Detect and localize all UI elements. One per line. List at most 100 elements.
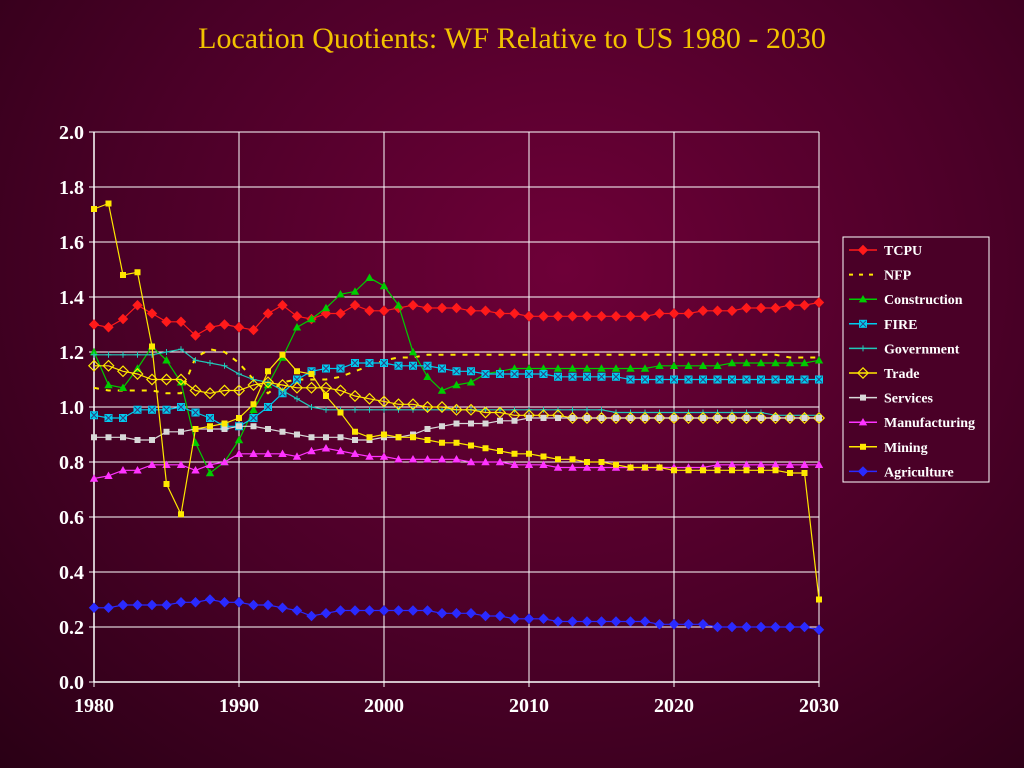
point-government — [221, 362, 228, 369]
legend: TCPU NFP Construction FIRE Government Trade Se… — [842, 236, 990, 483]
point-manufacturing — [321, 444, 331, 452]
legend-entry-agriculture: Agriculture — [849, 465, 954, 480]
point-tcpu — [291, 311, 303, 322]
point-services — [700, 415, 706, 421]
marker-cross — [192, 409, 199, 416]
point-trade — [319, 381, 333, 394]
point-government — [308, 404, 315, 410]
point-mining — [381, 431, 387, 438]
legend-marker-fire — [859, 319, 867, 328]
series-fire — [90, 359, 823, 431]
marker-cross — [612, 373, 620, 381]
point-fire — [148, 405, 156, 414]
point-government — [598, 406, 605, 413]
point-trade — [174, 373, 188, 386]
point-mining — [308, 371, 315, 377]
point-services — [163, 428, 170, 435]
point-services — [801, 415, 808, 421]
y-tick-label: 1.6 — [59, 232, 84, 254]
point-trade — [624, 411, 637, 425]
marker-cross — [119, 414, 127, 422]
marker-cross — [670, 376, 678, 383]
legend-label-construction: Construction — [884, 293, 963, 308]
point-mining — [279, 351, 286, 358]
point-government — [352, 406, 358, 413]
point-construction — [321, 303, 331, 312]
point-trade — [493, 406, 507, 419]
point-manufacturing — [234, 449, 244, 457]
marker-cross — [801, 376, 808, 383]
point-construction — [553, 364, 563, 372]
series-line-manufacturing — [93, 447, 819, 480]
point-mining — [758, 467, 764, 474]
y-tick-label: 2.0 — [59, 122, 84, 144]
point-government — [207, 360, 213, 366]
point-manufacturing — [771, 460, 780, 468]
point-agriculture — [219, 597, 230, 608]
point-trade — [377, 395, 391, 408]
point-services — [671, 415, 677, 421]
point-agriculture — [132, 599, 143, 611]
point-services — [497, 417, 503, 424]
point-agriculture — [175, 597, 187, 608]
point-manufacturing — [756, 460, 766, 468]
point-agriculture — [741, 621, 752, 633]
series-layer — [87, 200, 826, 635]
point-manufacturing — [191, 466, 200, 474]
point-mining — [584, 459, 590, 465]
point-tcpu — [277, 300, 288, 311]
point-construction — [205, 468, 215, 477]
point-services — [279, 428, 286, 435]
point-services — [729, 415, 735, 421]
point-agriculture — [262, 599, 274, 611]
point-fire — [510, 370, 519, 378]
point-services — [134, 437, 141, 443]
marker-cross — [250, 414, 257, 422]
point-services — [787, 415, 793, 421]
point-mining — [221, 420, 228, 427]
point-services — [685, 415, 692, 421]
marker-cross — [467, 367, 475, 375]
point-agriculture — [538, 613, 549, 624]
legend-marker-construction — [858, 295, 868, 303]
point-fire — [249, 414, 258, 422]
point-fire — [423, 361, 432, 370]
point-fire — [684, 375, 693, 384]
point-services — [772, 415, 779, 421]
point-trade — [667, 411, 681, 425]
point-tcpu — [248, 324, 259, 336]
legend-label-fire: FIRE — [884, 318, 917, 333]
chart-title: Location Quotients: WF Relative to US 19… — [198, 22, 826, 55]
point-fire — [568, 372, 577, 381]
point-mining — [294, 368, 300, 375]
legend-entry-manufacturing: Manufacturing — [849, 416, 975, 431]
point-fire — [597, 372, 606, 381]
point-agriculture — [770, 621, 781, 633]
point-government — [192, 357, 199, 364]
legend-entry-mining: Mining — [849, 441, 928, 456]
point-agriculture — [712, 621, 723, 633]
point-mining — [366, 434, 373, 441]
point-trade — [580, 411, 594, 425]
point-agriculture — [306, 610, 317, 622]
point-services — [584, 415, 590, 421]
marker-cross — [409, 362, 417, 370]
point-agriculture — [103, 602, 114, 613]
point-tcpu — [117, 313, 129, 325]
point-tcpu — [639, 311, 651, 322]
point-manufacturing — [742, 460, 751, 468]
x-tick-label: 2020 — [654, 695, 694, 717]
point-mining — [642, 464, 648, 471]
x-tick-label: 1980 — [74, 695, 114, 717]
point-agriculture — [596, 616, 607, 627]
point-construction — [162, 356, 171, 364]
legend-entry-services: Services — [849, 392, 934, 407]
legend-marker-tcpu — [857, 244, 869, 256]
point-mining — [700, 467, 706, 474]
point-manufacturing — [495, 457, 505, 466]
point-agriculture — [291, 605, 303, 616]
point-mining — [120, 272, 126, 278]
legend-entry-construction: Construction — [849, 293, 963, 308]
point-trade — [435, 400, 449, 414]
